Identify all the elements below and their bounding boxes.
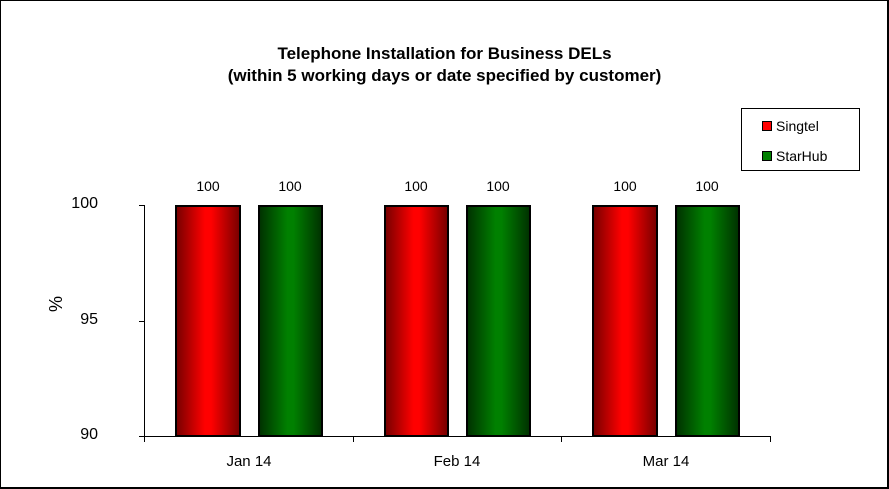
- legend-item-singtel: Singtel: [762, 117, 819, 135]
- legend-swatch-starhub: [762, 151, 772, 162]
- y-axis: [144, 205, 145, 441]
- bar-singtel-jan14: [175, 205, 241, 437]
- x-axis: [144, 436, 771, 437]
- data-label: 100: [695, 178, 719, 194]
- bar-starhub-feb14: [466, 205, 531, 437]
- chart-title: Telephone Installation for Business DELs: [277, 44, 612, 63]
- data-label: 100: [278, 178, 302, 194]
- data-label: 100: [404, 178, 428, 194]
- y-tick-label: 90: [80, 426, 98, 443]
- x-category-label: Feb 14: [433, 453, 481, 470]
- legend-swatch-singtel: [762, 121, 772, 132]
- x-tick: [561, 436, 562, 442]
- x-tick: [353, 436, 354, 442]
- y-tick-label: 100: [71, 195, 98, 212]
- y-axis-label: %: [46, 295, 66, 312]
- data-label: 100: [196, 178, 220, 194]
- legend: Singtel StarHub: [741, 108, 860, 171]
- y-tick-label: 95: [80, 311, 98, 328]
- bar-starhub-mar14: [675, 205, 740, 437]
- bar-singtel-feb14: [384, 205, 449, 437]
- bar-starhub-jan14: [258, 205, 323, 437]
- x-category-label: Mar 14: [642, 453, 690, 470]
- chart-subtitle: (within 5 working days or date specified…: [227, 66, 662, 85]
- y-tick: [139, 436, 145, 437]
- bar-singtel-mar14: [592, 205, 658, 437]
- y-tick: [139, 205, 145, 206]
- x-tick: [770, 436, 771, 442]
- x-tick: [144, 436, 145, 442]
- y-tick: [139, 321, 145, 322]
- legend-item-starhub: StarHub: [762, 147, 827, 165]
- legend-label: Singtel: [776, 118, 819, 134]
- data-label: 100: [613, 178, 637, 194]
- data-label: 100: [486, 178, 510, 194]
- legend-label: StarHub: [776, 148, 828, 164]
- x-category-label: Jan 14: [226, 453, 272, 470]
